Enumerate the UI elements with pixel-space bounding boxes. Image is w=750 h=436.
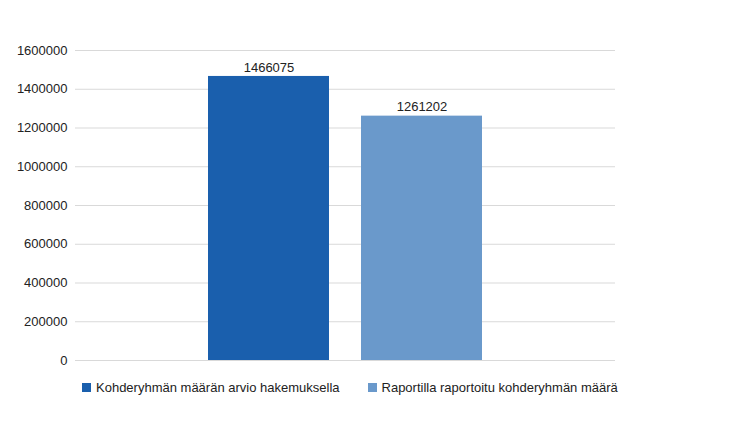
- svg-text:1600000: 1600000: [17, 43, 68, 58]
- svg-text:1000000: 1000000: [17, 159, 68, 174]
- svg-text:200000: 200000: [24, 314, 67, 329]
- svg-text:600000: 600000: [24, 236, 67, 251]
- svg-text:400000: 400000: [24, 275, 67, 290]
- html-text:Kohderyhmän määrän arvio hakem: Kohderyhmän määrän arvio hakemuksella: [96, 380, 340, 395]
- svg-text:0: 0: [60, 353, 67, 368]
- svg-text:1400000: 1400000: [17, 81, 68, 96]
- svg-text:1200000: 1200000: [17, 120, 68, 135]
- svg-text:1466075: 1466075: [244, 60, 295, 75]
- svg-text:800000: 800000: [24, 198, 67, 213]
- svg-text:1261202: 1261202: [397, 99, 448, 114]
- html-text:Raportilla raportoitu kohderyh: Raportilla raportoitu kohderyhmän määrä: [381, 380, 618, 395]
